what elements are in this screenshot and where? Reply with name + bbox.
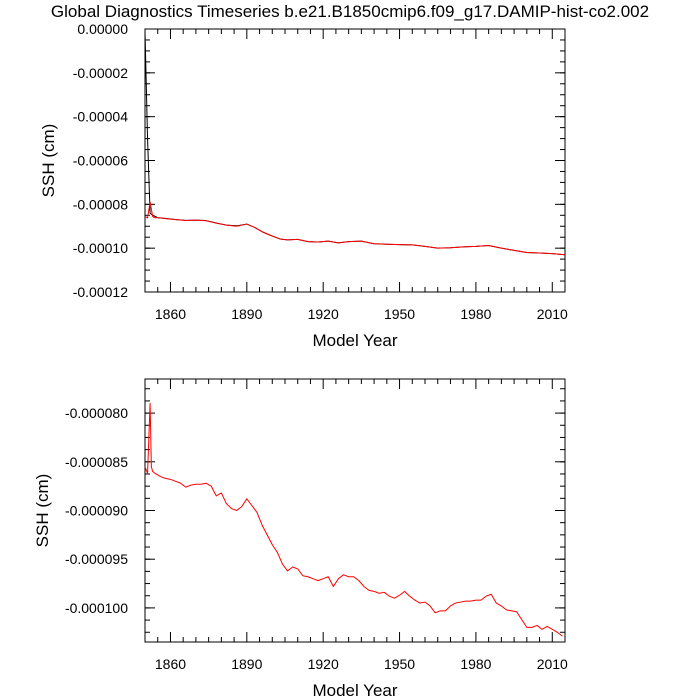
y-tick-label: 0.00000: [77, 21, 128, 37]
y-tick-label: -0.000080: [65, 405, 128, 421]
x-axis-label: Model Year: [312, 681, 397, 700]
x-tick-label: 1860: [155, 306, 186, 322]
y-tick-label: -0.00004: [73, 109, 128, 125]
y-axis-label: SSH (cm): [39, 124, 58, 198]
x-tick-label: 2010: [537, 656, 568, 672]
x-axis-label: Model Year: [312, 331, 397, 350]
y-tick-label: -0.00008: [73, 196, 128, 212]
series-line-smoothed: [144, 402, 563, 637]
series-line-smoothed: [144, 201, 566, 256]
x-tick-label: 1920: [308, 306, 339, 322]
plot-frame: [144, 378, 566, 643]
x-tick-label: 1950: [384, 306, 415, 322]
page-title: Global Diagnostics Timeseries b.e21.B185…: [50, 2, 650, 21]
x-tick-label: 1890: [231, 306, 262, 322]
x-tick-label: 1890: [231, 656, 262, 672]
x-tick-label: 1920: [308, 656, 339, 672]
top-timeseries-panel: 1860 1890 1920 1950 1980 2010 0.00000 -0.00002 -…: [39, 21, 568, 350]
x-tick-label: 2010: [537, 306, 568, 322]
y-axis-label: SSH (cm): [33, 474, 52, 548]
x-tick-label: 1860: [155, 656, 186, 672]
x-tick-label: 1980: [460, 306, 491, 322]
y-tick-label: -0.000095: [65, 551, 128, 567]
y-tick-label: -0.000100: [65, 600, 128, 616]
y-tick-label: -0.00012: [73, 284, 128, 300]
y-tick-label: -0.00002: [73, 65, 128, 81]
x-tick-label: 1980: [460, 656, 491, 672]
y-tick-label: -0.00006: [73, 153, 128, 169]
x-tick-label: 1950: [384, 656, 415, 672]
y-tick-label: -0.000085: [65, 454, 128, 470]
y-tick-label: -0.00010: [73, 240, 128, 256]
y-tick-label: -0.000090: [65, 503, 128, 519]
plot-frame: [144, 28, 566, 293]
bottom-timeseries-panel: 1860 1890 1920 1950 1980 2010 -0.000080 -0.0000…: [33, 378, 568, 700]
